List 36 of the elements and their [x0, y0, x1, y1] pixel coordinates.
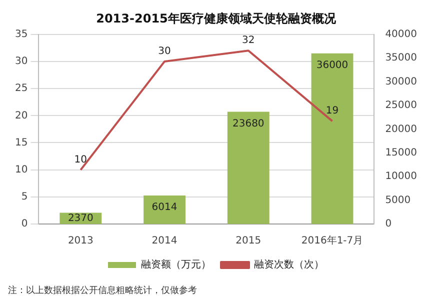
y2-tick-label: 30000 — [385, 76, 417, 88]
y2-tick-label: 5000 — [385, 194, 411, 206]
data-label: 30 — [158, 46, 171, 58]
chart-title: 2013-2015年医疗健康领域天使轮融资概况 — [96, 11, 337, 26]
text: 注：以上数据根据公开信息粗略统计，仅做参考 — [8, 284, 198, 297]
y2-tick-label: 15000 — [385, 147, 417, 158]
y-tick-label: 20 — [14, 110, 28, 122]
x-tick-label: 2015 — [236, 236, 262, 247]
y2-tick-label: 40000 — [385, 28, 417, 40]
y-tick-label: 30 — [14, 56, 28, 68]
y-tick-label: 5 — [21, 192, 28, 203]
y-tick-label: 35 — [14, 28, 28, 40]
x-tick-label: 2016年1-7月 — [301, 234, 364, 247]
data-label: 36000 — [316, 60, 348, 71]
data-label: 23680 — [232, 118, 264, 130]
bar — [144, 195, 186, 224]
y-tick-label: 15 — [14, 137, 28, 148]
y2-tick-label: 35000 — [385, 52, 417, 64]
x-tick-label: 2013 — [68, 236, 94, 247]
y2-tick-label: 10000 — [385, 171, 417, 182]
legend-label: 融资额（万元） — [141, 258, 211, 271]
y-tick-label: 10 — [14, 164, 28, 176]
bar — [311, 53, 354, 224]
y-tick-label: 0 — [21, 218, 28, 230]
y-tick-label: 25 — [14, 83, 28, 94]
y2-tick-label: 25000 — [385, 100, 417, 112]
data-label: 19 — [326, 106, 339, 117]
y2-tick-label: 0 — [385, 218, 392, 230]
x-tick-label: 2014 — [152, 236, 178, 247]
bar — [227, 112, 270, 224]
data-label: 10 — [74, 154, 88, 166]
data-label: 6014 — [152, 202, 178, 214]
data-label: 32 — [242, 35, 255, 46]
legend-label: 融资次数（次） — [254, 258, 324, 271]
y2-tick-label: 20000 — [385, 124, 417, 135]
data-label: 2370 — [68, 212, 94, 224]
